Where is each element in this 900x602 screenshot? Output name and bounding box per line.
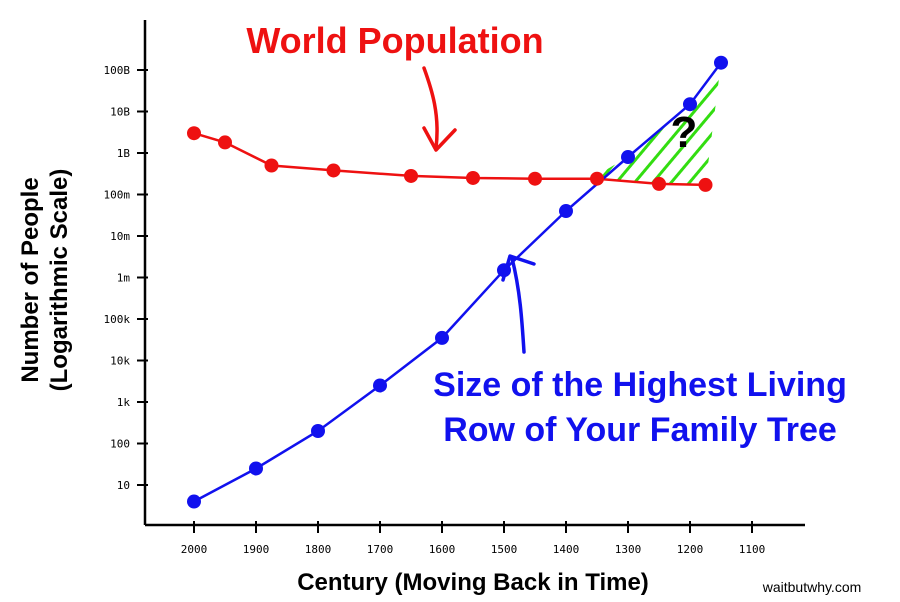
family-tree-arrowhead [501,254,536,282]
family-tree-label-line2: Row of Your Family Tree [443,411,837,449]
world-population-arrowhead [422,126,457,152]
x-axis-ticks: 2000 1900 1800 1700 1600 1500 1400 1300 1200 1100 [181,521,766,556]
y-tick-label: 100 [110,438,130,451]
world-population-point [187,126,201,141]
credit-text: waitbutwhy.com [762,579,862,595]
family-tree-point [714,55,728,70]
x-tick-label: 1900 [243,543,270,556]
x-tick-label: 1800 [305,543,332,556]
family-tree-point [373,378,387,393]
y-tick-label: 10m [110,230,130,243]
world-population-point [264,158,279,173]
world-population-label: World Population [246,20,543,61]
y-axis-ticks: 10 100 1k 10k 100k 1m 10m 100m 1B 10B 100B [104,64,148,492]
y-tick-label: 1B [117,147,131,160]
y-tick-label: 1k [117,396,131,409]
x-tick-label: 1700 [367,543,394,556]
y-tick-label: 10 [117,479,130,492]
family-tree-points [187,55,728,509]
world-population-point [326,163,341,178]
family-tree-arrow [510,256,526,354]
family-tree-label-line1: Size of the Highest Living [433,366,847,404]
y-tick-label: 100B [104,64,131,77]
x-tick-label: 1100 [739,543,766,556]
y-axis-title-group: Number of People (Logarithmic Scale) [17,169,73,392]
world-population-point [218,135,232,150]
x-tick-label: 1400 [553,543,580,556]
question-mark-annotation: ? [671,108,698,157]
y-tick-label: 1m [117,272,131,285]
x-tick-label: 1600 [429,543,456,556]
world-population-point [698,177,713,192]
world-population-point [404,168,418,183]
family-tree-point [249,461,263,476]
world-population-line [193,132,706,187]
family-tree-line [193,61,723,503]
y-tick-label: 100m [104,189,131,202]
family-tree-point [621,150,635,165]
uncertainty-hatch-region [590,62,721,185]
y-axis-subtitle: (Logarithmic Scale) [46,169,73,392]
y-tick-label: 10B [110,106,130,119]
world-population-points [187,126,713,192]
family-tree-point [559,204,573,219]
x-tick-label: 1500 [491,543,518,556]
y-tick-label: 100k [104,313,131,326]
x-tick-label: 1300 [615,543,642,556]
world-population-point [590,171,604,186]
x-tick-label: 1200 [677,543,704,556]
world-population-arrow [422,66,439,150]
family-tree-point [683,97,697,112]
world-population-point [652,176,666,191]
y-tick-label: 10k [110,355,130,368]
family-tree-point [435,330,449,345]
y-axis-title: Number of People [17,177,44,382]
world-population-point [528,171,542,186]
x-axis-title: Century (Moving Back in Time) [297,569,649,596]
x-tick-label: 2000 [181,543,208,556]
world-population-point [466,170,480,185]
family-tree-point [187,494,201,509]
family-tree-point [311,424,325,439]
